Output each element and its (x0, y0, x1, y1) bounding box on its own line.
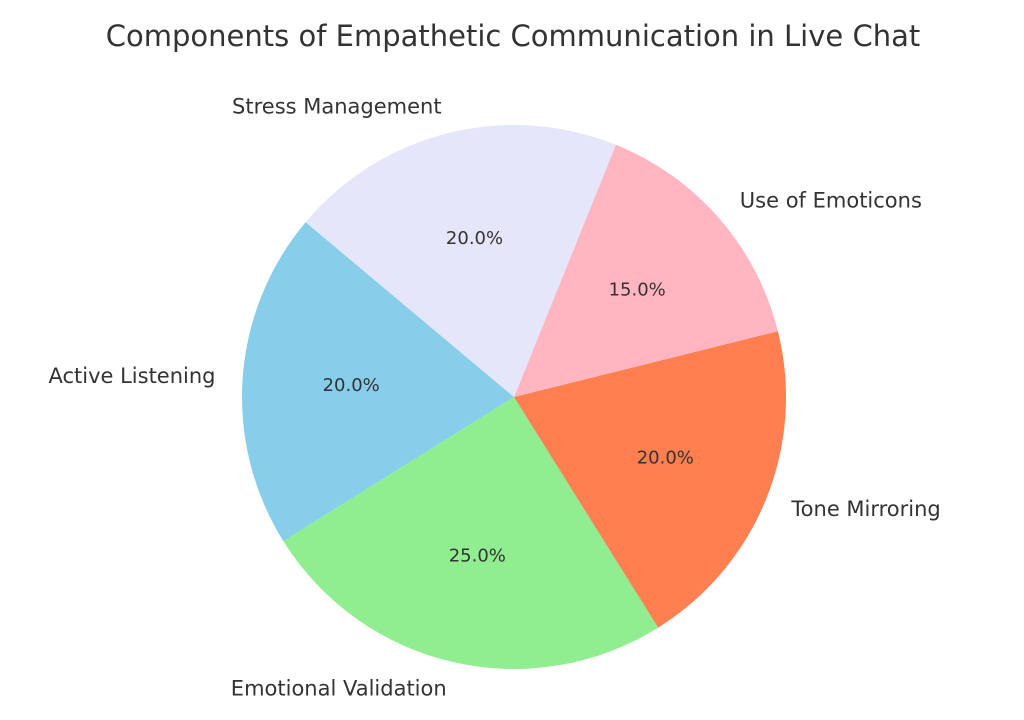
slice-percent-emotional-validation: 25.0% (449, 546, 506, 567)
pie-slice-use-of-emoticons (514, 144, 778, 397)
slice-percent-use-of-emoticons: 15.0% (609, 279, 666, 300)
pie-slice-tone-mirroring (514, 331, 786, 628)
slice-percent-stress-management: 20.0% (446, 228, 503, 249)
slice-label-active-listening: Active Listening (48, 364, 215, 388)
slice-label-use-of-emoticons: Use of Emoticons (740, 189, 922, 213)
slice-label-stress-management: Stress Management (232, 95, 442, 119)
pie-slice-active-listening (242, 222, 514, 542)
slice-percent-active-listening: 20.0% (323, 375, 380, 396)
pie-slice-emotional-validation (283, 397, 659, 669)
chart-title: Components of Empathetic Communication i… (106, 19, 920, 53)
pie-slices (242, 124, 786, 669)
slice-label-tone-mirroring: Tone Mirroring (790, 497, 940, 521)
slice-percent-tone-mirroring: 20.0% (637, 448, 694, 469)
pie-slice-stress-management (305, 124, 616, 398)
pie-labels: Active Listening 20.0% Emotional Validatio… (48, 95, 940, 701)
slice-label-emotional-validation: Emotional Validation (231, 677, 447, 701)
